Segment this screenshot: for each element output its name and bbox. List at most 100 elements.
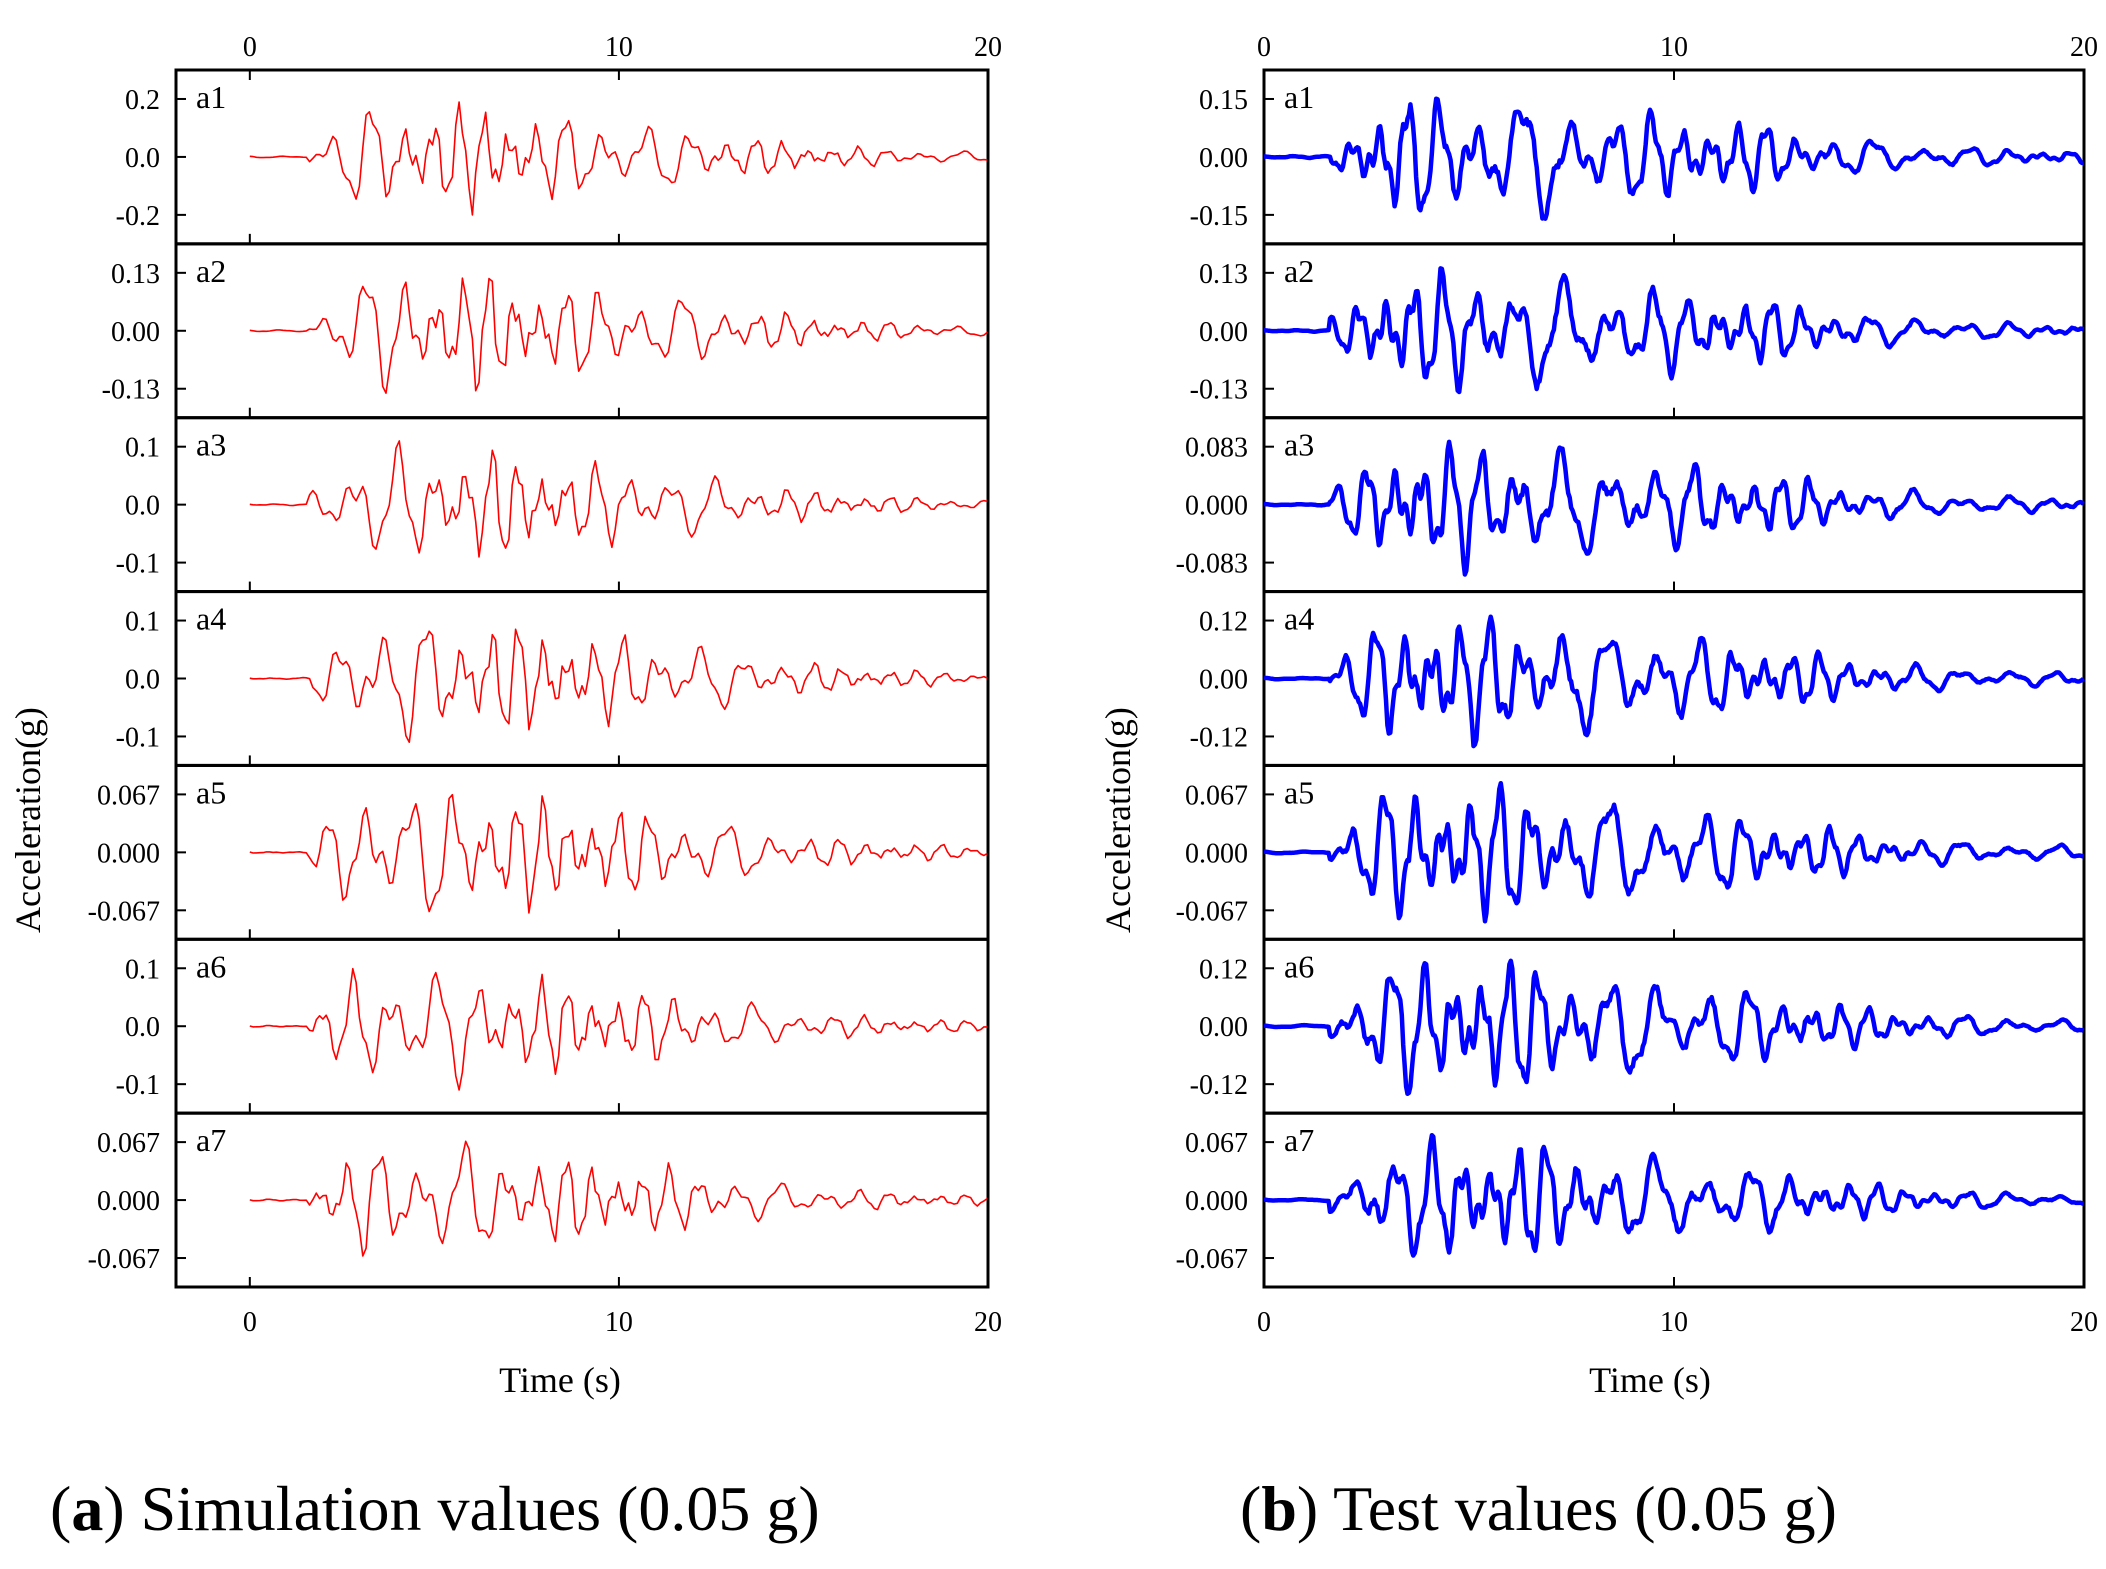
- panel-a2: 0.13 0.00 -0.13 a2: [1190, 242, 2086, 420]
- panel-a1: 0.2 0.0 -0.2 a1: [116, 68, 990, 246]
- caption-text: Test values (0.05 g): [1333, 1473, 1837, 1544]
- y-tick-label: 0.1: [125, 433, 160, 464]
- panel-a4: 0.12 0.00 -0.12 a4: [1190, 590, 2086, 767]
- caption-letter: a: [71, 1473, 103, 1544]
- series-line-a5: [249, 793, 988, 914]
- panel-a7: 0.067 0.000 -0.067 a7: [88, 1111, 990, 1289]
- panel-label: a2: [196, 253, 226, 289]
- y-tick-label: 0.12: [1199, 607, 1248, 638]
- y-tick-label: -0.13: [1190, 375, 1248, 406]
- y-tick-label: -0.067: [88, 1244, 160, 1275]
- panel-a3: 0.1 0.0 -0.1 a3: [116, 416, 990, 594]
- y-tick-label: 0.000: [97, 1186, 160, 1217]
- y-tick-label: 0.00: [1199, 1012, 1248, 1043]
- y-tick-label: -0.2: [116, 201, 160, 232]
- panel-a5: 0.067 0.000 -0.067 a5: [88, 763, 990, 941]
- y-tick-label: 0.13: [111, 259, 160, 290]
- y-tick-label: -0.12: [1190, 722, 1248, 753]
- series-line-a7: [1263, 1132, 2085, 1258]
- y-tick-label: 0.2: [125, 85, 160, 116]
- series-line-a3: [249, 440, 988, 558]
- chart-sim: 00101020200.20.0-0.2a10.130.00-0.13a20.1…: [8, 32, 1002, 1544]
- x-tick-label-bottom: 10: [1660, 1307, 1688, 1338]
- caption-paren: (: [50, 1473, 71, 1544]
- x-tick-label-bottom: 20: [974, 1307, 1002, 1338]
- x-tick-label-top: 20: [2070, 32, 2098, 63]
- panel-label: a6: [1284, 948, 1314, 984]
- series-line-a1: [249, 101, 988, 216]
- y-tick-label: 0.067: [97, 780, 160, 811]
- panel-frame: [1262, 763, 2086, 941]
- y-tick-label: 0.000: [97, 838, 160, 869]
- panel-label: a1: [1284, 79, 1314, 115]
- caption-paren: (: [1240, 1473, 1261, 1544]
- y-tick-label: 0.13: [1199, 259, 1248, 290]
- panel-a3: 0.083 0.000 -0.083 a3: [1176, 416, 2086, 594]
- y-tick-label: 0.1: [125, 607, 160, 638]
- x-tick-label-bottom: 20: [2070, 1307, 2098, 1338]
- series-line-a7: [249, 1140, 988, 1257]
- y-tick-label: 0.12: [1199, 954, 1248, 985]
- caption-letter: b: [1261, 1473, 1297, 1544]
- x-tick-label-top: 10: [605, 32, 633, 63]
- y-tick-label: -0.067: [1176, 1244, 1248, 1275]
- series-line-a4: [249, 628, 988, 743]
- y-tick-label: 0.0: [125, 143, 160, 174]
- panel-label: a6: [196, 948, 226, 984]
- y-tick-label: 0.067: [1185, 1128, 1248, 1159]
- series-line-a5: [1263, 780, 2085, 924]
- y-tick-label: -0.067: [88, 896, 160, 927]
- panel-label: a4: [196, 601, 226, 637]
- panel-label: a7: [1284, 1122, 1314, 1158]
- series-line-a1: [1263, 96, 2085, 221]
- panel-label: a5: [196, 774, 226, 810]
- y-tick-label: -0.1: [116, 722, 160, 753]
- x-tick-label-bottom: 10: [605, 1307, 633, 1338]
- y-tick-label: 0.00: [1199, 317, 1248, 348]
- y-tick-label: 0.0: [125, 1012, 160, 1043]
- x-tick-label-top: 10: [1660, 32, 1688, 63]
- y-tick-label: 0.000: [1185, 838, 1248, 869]
- caption-test: (b) Test values (0.05 g): [1240, 1473, 1837, 1544]
- x-tick-label-bottom: 0: [243, 1307, 257, 1338]
- panel-a5: 0.067 0.000 -0.067 a5: [1176, 763, 2086, 941]
- y-tick-label: 0.067: [1185, 780, 1248, 811]
- caption-paren: ): [1297, 1473, 1333, 1544]
- y-tick-label: -0.083: [1176, 549, 1248, 580]
- series-line-a2: [1263, 266, 2085, 395]
- y-tick-label: -0.067: [1176, 896, 1248, 927]
- y-tick-label: -0.13: [102, 375, 160, 406]
- panel-a1: 0.15 0.00 -0.15 a1: [1190, 68, 2086, 246]
- panel-a6: 0.12 0.00 -0.12 a6: [1190, 937, 2086, 1115]
- caption-paren: ): [103, 1473, 140, 1544]
- panel-label: a5: [1284, 774, 1314, 810]
- y-tick-label: 0.000: [1185, 491, 1248, 522]
- caption-text: Simulation values (0.05 g): [141, 1473, 820, 1544]
- y-tick-label: -0.15: [1190, 201, 1248, 232]
- y-tick-label: 0.00: [111, 317, 160, 348]
- y-tick-label: 0.067: [97, 1128, 160, 1159]
- panel-a6: 0.1 0.0 -0.1 a6: [116, 937, 990, 1115]
- y-tick-label: 0.000: [1185, 1186, 1248, 1217]
- caption-sim: (a) Simulation values (0.05 g): [50, 1473, 820, 1544]
- series-line-a2: [249, 277, 988, 394]
- panel-label: a3: [1284, 427, 1314, 463]
- y-tick-label: -0.12: [1190, 1070, 1248, 1101]
- x-tick-label-top: 0: [1257, 32, 1271, 63]
- series-line-a3: [1263, 439, 2085, 577]
- y-tick-label: -0.1: [116, 1070, 160, 1101]
- series-line-a6: [1263, 958, 2085, 1097]
- y-tick-label: 0.083: [1185, 433, 1248, 464]
- series-line-a4: [1263, 614, 2086, 749]
- x-axis-title: Time (s): [1589, 1360, 1711, 1400]
- y-tick-label: 0.0: [125, 665, 160, 696]
- x-axis-title: Time (s): [499, 1360, 621, 1400]
- chart-test: 0 0 10 10 20 20 0.15 0.00 -0.15 a1 0.13 0.00 -0.13 a2…: [1098, 32, 2098, 1544]
- panel-label: a2: [1284, 253, 1314, 289]
- series-line-a6: [249, 967, 988, 1091]
- x-tick-label-top: 0: [243, 32, 257, 63]
- panel-label: a1: [196, 79, 226, 115]
- y-axis-title: Acceleration(g): [8, 707, 48, 933]
- y-axis-title: Acceleration(g): [1098, 707, 1138, 933]
